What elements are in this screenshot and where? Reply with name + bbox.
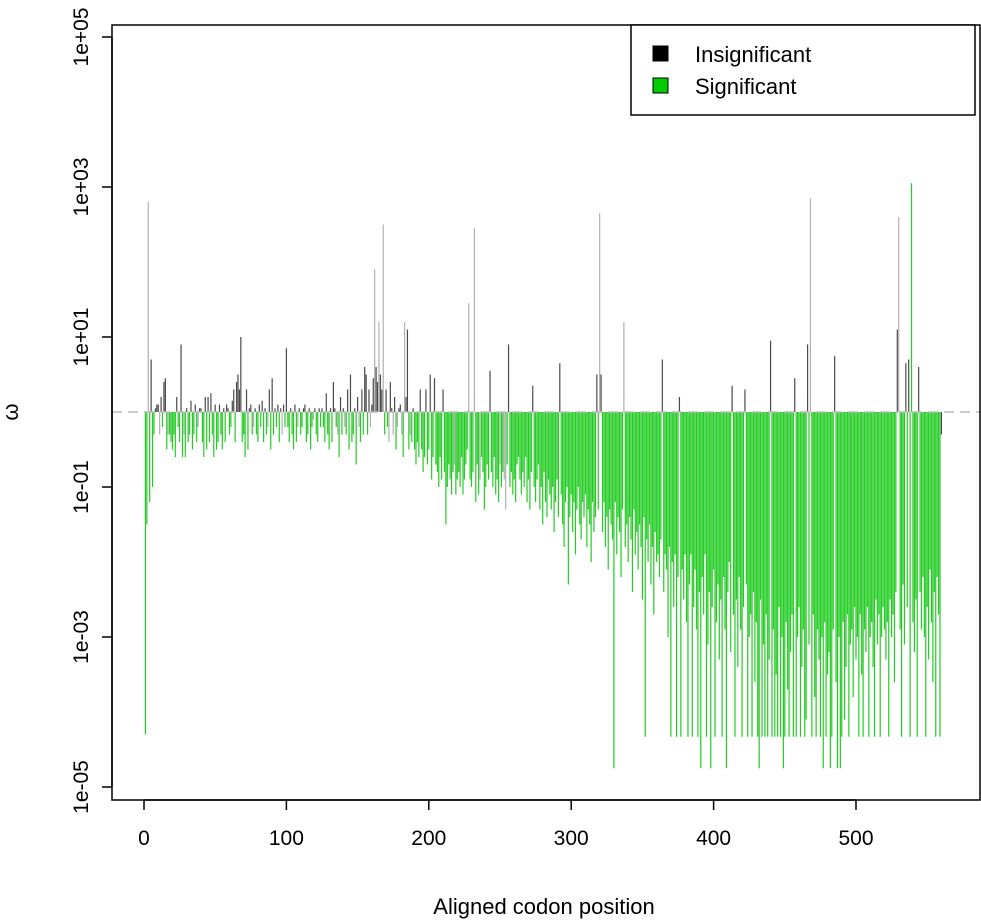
bars-group [144,183,943,769]
y-axis-title: ω [0,403,23,420]
x-tick-label: 300 [554,827,589,850]
y-tick-label: 1e+05 [70,8,93,67]
legend-box [630,24,976,116]
legend-label-significant: Significant [695,74,797,99]
legend-label-insignificant: Insignificant [695,42,811,67]
x-tick-label: 100 [269,827,304,850]
y-tick-label: 1e-03 [70,610,93,664]
y-tick-label: 1e-05 [70,760,93,814]
y-tick-label: 1e+01 [70,308,93,367]
y-axis: 1e-05 1e-03 1e-01 1e+01 1e+03 1e+05 [70,8,113,814]
x-tick-label: 500 [838,827,873,850]
legend-swatch-significant [652,77,669,94]
y-tick-label: 1e+03 [70,158,93,217]
x-tick-label: 200 [411,827,446,850]
x-tick-label: 400 [696,827,731,850]
y-tick-label: 1e-01 [70,460,93,514]
x-axis: 0 100 200 300 400 500 [138,799,874,850]
x-axis-title: Aligned codon position [433,894,654,919]
legend-swatch-insignificant [652,45,669,62]
legend: Insignificant Significant [630,24,976,116]
x-tick-label: 0 [138,827,150,850]
